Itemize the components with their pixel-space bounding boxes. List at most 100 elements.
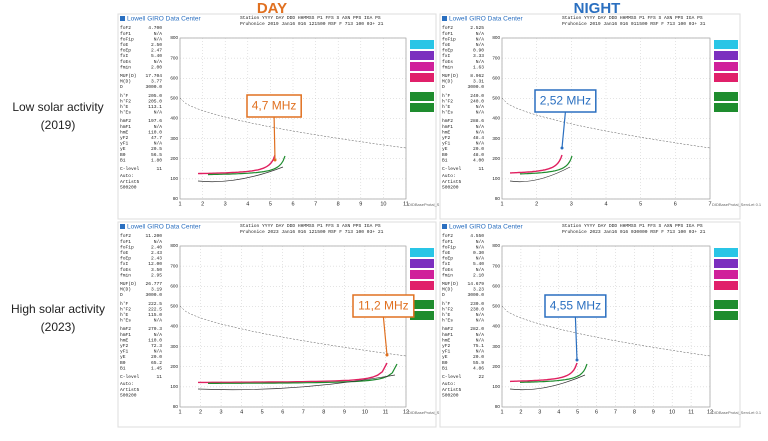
param-name: foEs (120, 59, 131, 65)
panel-background (439, 221, 741, 428)
param-value: N/A (476, 337, 485, 343)
panel-footer: DIDBaseProtal_ServLet 0.1 (712, 202, 762, 207)
y-tick-label: 300 (170, 136, 178, 141)
legend-swatch (410, 103, 434, 112)
annotation-box (534, 89, 597, 113)
x-tick-label: 11 (688, 409, 694, 415)
param-value: 230.0 (470, 306, 484, 312)
y-tick-label: 400 (170, 324, 178, 329)
y-tick-label: 300 (492, 136, 500, 141)
column-title: DAY (257, 0, 287, 17)
legend-swatch (714, 92, 738, 101)
x-tick-label: 11 (383, 409, 389, 415)
param-value: 2.50 (151, 42, 162, 48)
param-name: h'E (120, 312, 129, 318)
param-value: N/A (476, 267, 485, 273)
param-name: foE (120, 250, 129, 256)
param-name: foF1 (442, 31, 453, 37)
legend-swatch (714, 300, 738, 309)
trace-o (510, 154, 563, 174)
x-tick-label: 5 (576, 409, 579, 415)
trace-x (519, 363, 588, 383)
annotation-tip (575, 358, 579, 362)
x-tick-label: 2 (535, 201, 538, 207)
panel-header: Lowell GIRO Data Center (127, 224, 202, 231)
annotation-tip (273, 158, 277, 162)
param-value: 12.00 (148, 261, 162, 267)
legend-swatch (410, 311, 434, 320)
param-name: yF2 (120, 135, 129, 141)
param-value: N/A (154, 110, 163, 116)
param-value: 270.3 (148, 326, 162, 332)
param-value: 4.550 (470, 233, 484, 239)
auto-label: Auto: (442, 381, 456, 387)
y-tick-label: 700 (492, 55, 500, 60)
param-name: h'F (120, 301, 129, 307)
param-value: 26.777 (145, 281, 162, 287)
x-tick-label: 9 (652, 409, 655, 415)
y-tick-label: 400 (492, 324, 500, 329)
legend-swatch (410, 40, 434, 49)
param-name: hmF2 (120, 118, 131, 124)
param-name: h'F (442, 301, 451, 307)
param-value: 205.0 (148, 98, 162, 104)
param-name: h'Es (120, 110, 131, 116)
param-value: 11.200 (145, 233, 162, 239)
param-value: N/A (476, 42, 485, 48)
y-tick-label: 700 (170, 55, 178, 60)
legend-swatch (714, 248, 738, 257)
param-value: 110.0 (148, 129, 162, 135)
annotation-label: 4,55 MHz (550, 299, 601, 313)
trace-model (509, 166, 571, 183)
x-tick-label: 3 (220, 409, 223, 415)
param-value: N/A (476, 349, 485, 355)
param-value: 2.43 (151, 250, 162, 256)
x-tick-label: 4 (604, 201, 607, 207)
auto-label: 500200 (120, 184, 137, 190)
param-name: foEs (442, 59, 453, 65)
legend-swatch (714, 51, 738, 60)
logo-icon (442, 224, 447, 229)
param-name: yF2 (442, 343, 451, 349)
param-name: h'E (442, 312, 451, 318)
param-name: yF1 (442, 349, 451, 355)
x-tick-label: 9 (343, 409, 346, 415)
panel-background (439, 13, 741, 220)
legend-swatch (714, 103, 738, 112)
param-value: 2.95 (151, 272, 162, 278)
station-line: Pruhonice 2019 Jan16 016 121500 RSF F 71… (240, 21, 384, 27)
y-tick-label: 80 (173, 404, 179, 409)
param-value: 240.0 (470, 93, 484, 99)
param-value: 4.86 (473, 365, 484, 371)
auto-label: Artist5 (120, 387, 140, 393)
auto-label: 500200 (442, 184, 459, 190)
param-value: 11 (156, 166, 162, 172)
param-name: foF2 (442, 233, 453, 239)
y-tick-label: 200 (170, 156, 178, 161)
row-label: High solar activity (11, 302, 105, 316)
x-tick-label: 6 (674, 201, 677, 207)
y-tick-label: 400 (492, 116, 500, 121)
param-name: hmF2 (442, 118, 453, 124)
station-line: Pruhonice 2019 Jan16 016 011500 RSF F 71… (562, 21, 706, 27)
y-tick-label: 300 (492, 344, 500, 349)
param-value: 205.0 (148, 93, 162, 99)
param-name: foF1 (120, 31, 131, 37)
param-name: B0 (442, 152, 448, 158)
annotation-arrow (574, 316, 578, 361)
param-value: N/A (476, 332, 485, 338)
x-tick-label: 12 (707, 409, 713, 415)
param-name: h'Es (442, 318, 453, 324)
legend-swatch (410, 62, 434, 71)
x-tick-label: 7 (314, 201, 317, 207)
param-name: fxI (120, 261, 129, 267)
param-name: h'Es (442, 110, 453, 116)
panel-footer: DIDBaseProtal_ServLet 0.1 (408, 202, 458, 207)
param-name: h'Es (120, 318, 131, 324)
param-value: 48.4 (473, 135, 484, 141)
param-value: 11 (156, 374, 162, 380)
param-value: N/A (154, 318, 163, 324)
annotation-arrow (382, 316, 388, 356)
legend-swatch (714, 62, 738, 71)
param-value: 1.80 (151, 157, 162, 163)
